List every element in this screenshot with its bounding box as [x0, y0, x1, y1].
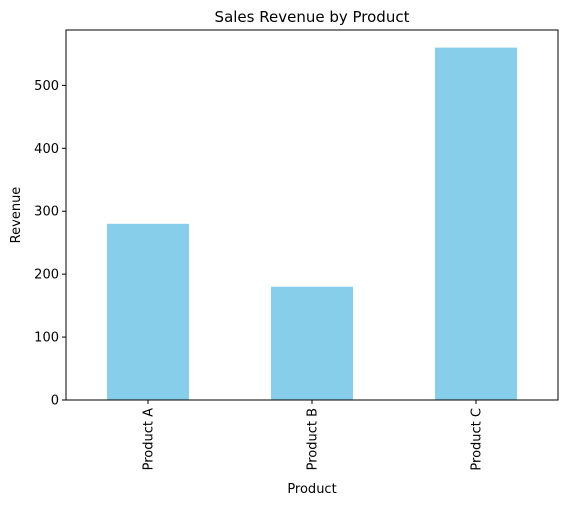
y-tick-label: 400: [34, 142, 59, 157]
y-axis-ticks: 0 100 200 300 400 500: [34, 79, 66, 409]
x-tick-label: Product B: [306, 408, 321, 470]
bar-product-a: [107, 223, 189, 400]
x-tick-label: Product C: [470, 408, 485, 471]
x-axis-ticks: Product A Product B Product C: [142, 400, 485, 471]
y-tick-label: 0: [51, 394, 59, 409]
x-tick-label: Product A: [142, 408, 157, 470]
bar-product-c: [435, 47, 517, 400]
y-tick-label: 100: [34, 331, 59, 346]
y-tick-label: 200: [34, 268, 59, 283]
bars-group: [107, 47, 517, 400]
y-tick-label: 300: [34, 205, 59, 220]
y-axis-label: Revenue: [9, 187, 24, 244]
chart-title: Sales Revenue by Product: [215, 8, 410, 26]
plot-frame: [65, 29, 559, 401]
x-axis-label: Product: [287, 482, 336, 497]
y-tick-label: 500: [34, 79, 59, 94]
bar-product-b: [271, 286, 353, 400]
